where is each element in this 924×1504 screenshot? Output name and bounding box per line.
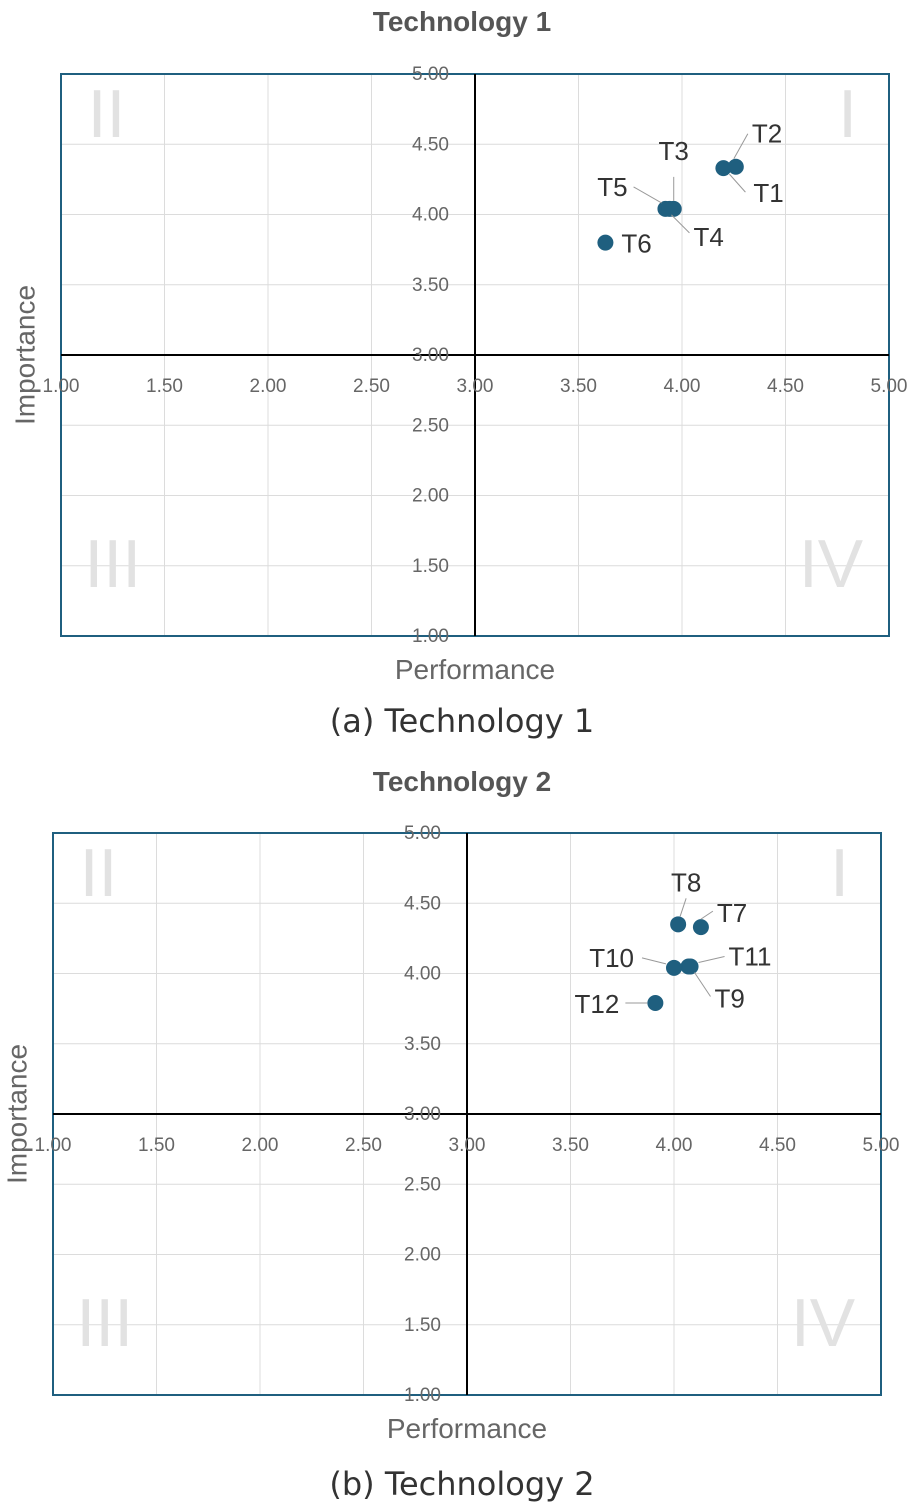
- x-tick-label: 4.00: [664, 376, 701, 397]
- figure-caption: (b) Technology 2: [329, 1465, 595, 1503]
- data-point-t10: [666, 959, 682, 976]
- y-tick-label: 4.50: [404, 893, 441, 914]
- data-points: [647, 916, 709, 1012]
- leader-line: [694, 972, 711, 997]
- y-tick-label: 3.00: [412, 345, 449, 366]
- leader-line: [733, 133, 749, 159]
- leader-line: [698, 955, 725, 963]
- y-tick-label: 3.00: [404, 1104, 441, 1125]
- tick-labels: 1.00 1.50 2.00 2.50 3.00 3.50 4.00 4.50 5.00 1.00…: [35, 823, 900, 1406]
- y-tick-label: 4.00: [404, 964, 441, 985]
- quadrant-label-q2: II: [80, 835, 118, 911]
- y-tick-label: 1.00: [404, 1385, 441, 1406]
- data-label-t6: T6: [621, 229, 651, 259]
- y-tick-label: 2.00: [404, 1245, 441, 1266]
- quadrant-label-q2: II: [88, 76, 126, 152]
- y-tick-label: 5.00: [412, 64, 449, 85]
- y-tick-label: 1.00: [412, 626, 449, 647]
- y-axis-label: Importance: [9, 285, 40, 425]
- x-tick-label: 4.50: [759, 1135, 796, 1156]
- chart-technology-2: Technology 2 I II III IV 1.00 1.50 2.00 2.50 3.0…: [0, 760, 924, 1504]
- data-point-t6: [597, 234, 614, 251]
- x-axis-label: Performance: [395, 654, 555, 685]
- x-tick-label: 5.00: [863, 1135, 900, 1156]
- data-label-t5: T5: [597, 172, 627, 202]
- x-tick-label: 1.50: [138, 1135, 175, 1156]
- y-axis-label: Importance: [1, 1044, 32, 1184]
- x-tick-label: 2.50: [345, 1135, 382, 1156]
- figure-caption: (a) Technology 1: [329, 702, 595, 740]
- x-tick-label: 3.50: [552, 1135, 589, 1156]
- x-tick-label: 3.50: [560, 376, 597, 397]
- quadrant-label-q3: III: [76, 1285, 133, 1361]
- x-tick-label: 5.00: [871, 376, 908, 397]
- quadrant-label-q4: IV: [791, 1285, 856, 1361]
- leader-line: [671, 214, 690, 234]
- x-tick-label: 1.00: [35, 1135, 72, 1156]
- x-axis-label: Performance: [387, 1413, 547, 1444]
- y-tick-label: 2.00: [412, 486, 449, 507]
- data-point-t11: [682, 958, 699, 975]
- leader-line: [633, 186, 662, 204]
- quadrant-label-q4: IV: [799, 526, 864, 602]
- y-tick-label: 5.00: [404, 823, 441, 844]
- data-point-t12: [647, 995, 664, 1012]
- quadrant-label-q1: I: [830, 835, 849, 911]
- y-tick-label: 2.50: [412, 415, 449, 436]
- y-tick-label: 1.50: [412, 556, 449, 577]
- chart-title: Technology 2: [372, 766, 552, 797]
- x-tick-label: 1.00: [43, 376, 80, 397]
- data-points: [597, 158, 744, 251]
- data-point-t5: [661, 200, 678, 217]
- data-label-t12: T12: [575, 989, 620, 1019]
- point-labels: T1 T2 T3 T4 T5 T6: [597, 119, 784, 259]
- data-label-t2: T2: [752, 119, 782, 149]
- data-label-t8: T8: [671, 867, 701, 897]
- x-tick-label: 4.00: [656, 1135, 693, 1156]
- data-label-t7: T7: [717, 898, 747, 928]
- data-label-t10: T10: [589, 943, 634, 973]
- data-label-t3: T3: [659, 136, 689, 166]
- data-point-t8: [670, 916, 687, 933]
- data-point-t2: [727, 158, 744, 175]
- x-tick-label: 2.00: [250, 376, 287, 397]
- x-tick-label: 3.00: [457, 376, 494, 397]
- leader-line: [700, 910, 714, 920]
- data-point-t1: [715, 160, 732, 177]
- data-label-t11: T11: [729, 941, 772, 971]
- y-tick-label: 3.50: [412, 275, 449, 296]
- data-point-t7: [692, 919, 709, 936]
- x-tick-label: 1.50: [146, 376, 183, 397]
- point-labels: T7 T8 T9 T10 T11 T12: [575, 867, 772, 1019]
- chart-technology-1: Technology 1 I II III IV 1.00 1.50 2.00 2.50 3.0…: [9, 6, 908, 740]
- y-tick-label: 3.50: [404, 1034, 441, 1055]
- data-label-t1: T1: [753, 178, 783, 208]
- tick-labels: 1.00 1.50 2.00 2.50 3.00 3.50 4.00 4.50 5.00 1.00…: [43, 64, 908, 647]
- data-label-t9: T9: [714, 983, 744, 1013]
- quadrant-label-q1: I: [838, 76, 857, 152]
- x-tick-label: 2.50: [353, 376, 390, 397]
- data-label-t4: T4: [693, 222, 723, 252]
- x-tick-label: 2.00: [242, 1135, 279, 1156]
- leader-line: [641, 957, 667, 965]
- quadrant-label-q3: III: [84, 526, 141, 602]
- chart-title: Technology 1: [372, 6, 552, 37]
- leader-line: [679, 898, 687, 917]
- x-tick-label: 4.50: [767, 376, 804, 397]
- leader-line: [729, 173, 746, 193]
- x-tick-label: 3.00: [449, 1135, 486, 1156]
- y-tick-label: 2.50: [404, 1174, 441, 1195]
- y-tick-label: 1.50: [404, 1315, 441, 1336]
- y-tick-label: 4.50: [412, 134, 449, 155]
- y-tick-label: 4.00: [412, 205, 449, 226]
